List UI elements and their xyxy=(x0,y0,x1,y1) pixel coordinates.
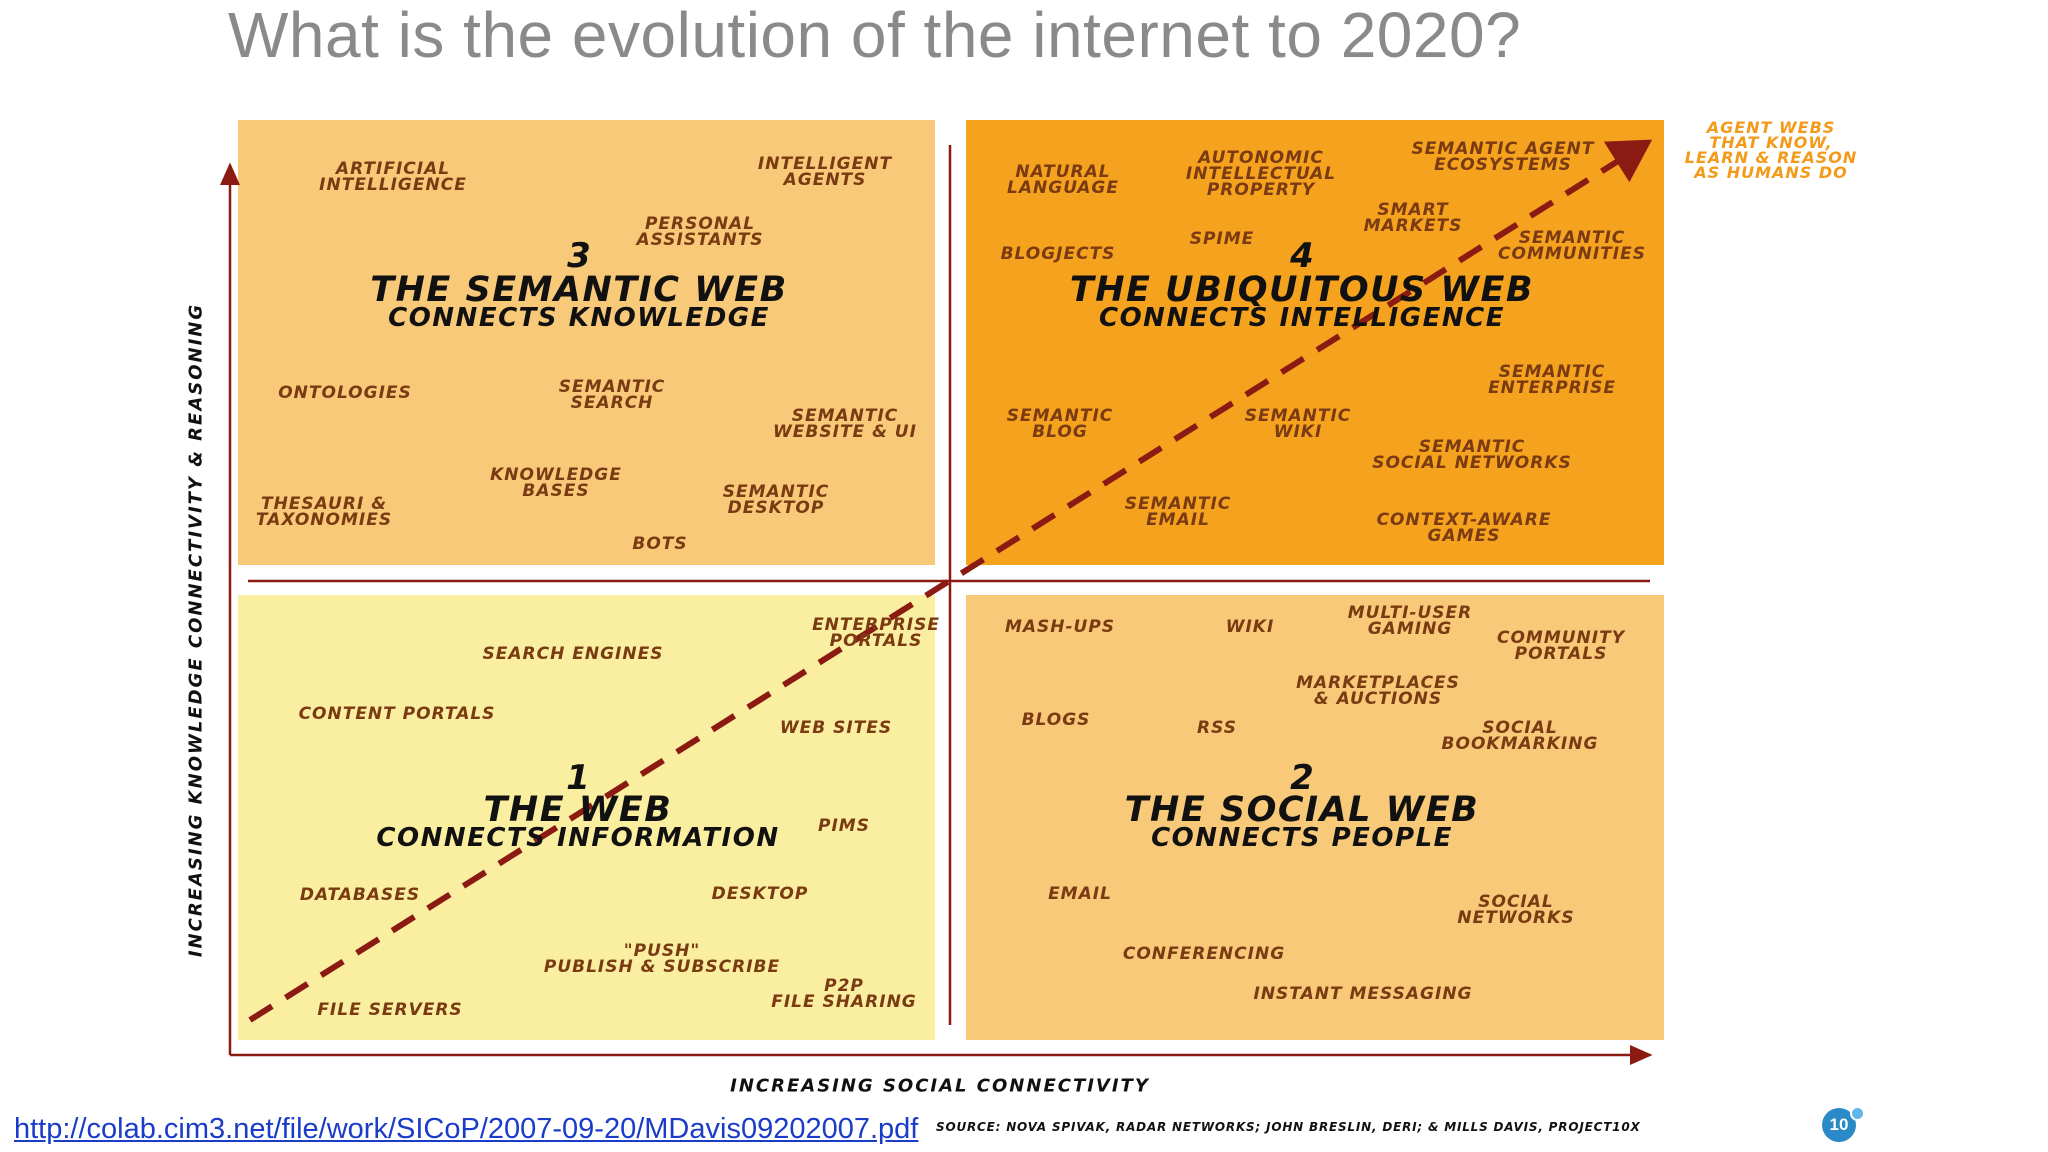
label-semantic-wiki: SEMANTIC WIKI xyxy=(1244,406,1352,442)
label-intelligent-agents: INTELLIGENT AGENTS xyxy=(757,154,893,190)
label-social-bookmarking: SOCIAL BOOKMARKING xyxy=(1441,718,1599,754)
label-blogs: BLOGS xyxy=(1021,710,1091,730)
label-desktop: DESKTOP xyxy=(711,884,809,904)
quadrant-3-subtitle: CONNECTS KNOWLEDGE xyxy=(388,303,770,333)
quadrant-3-title: THE SEMANTIC WEB xyxy=(370,270,788,310)
quadrant-4-title: THE UBIQUITOUS WEB xyxy=(1069,270,1535,310)
label-autonomic-ip: AUTONOMIC INTELLECTUAL PROPERTY xyxy=(1185,148,1337,200)
trend-line xyxy=(248,139,1653,1023)
label-spime: SPIME xyxy=(1189,229,1255,249)
label-ontologies: ONTOLOGIES xyxy=(278,383,412,403)
x-axis-label: INCREASING SOCIAL CONNECTIVITY xyxy=(730,1075,1150,1097)
slide-title: What is the evolution of the internet to… xyxy=(228,0,1522,71)
y-axis-label: INCREASING KNOWLEDGE CONNECTIVITY & REAS… xyxy=(185,302,207,958)
label-enterprise-portals: ENTERPRISE PORTALS xyxy=(812,615,940,651)
quadrant-3-number: 3 xyxy=(567,236,591,276)
label-social-networks: SOCIAL NETWORKS xyxy=(1457,892,1575,928)
label-blogjects: BLOGJECTS xyxy=(1000,244,1116,264)
label-semantic-agent-ecosystems: SEMANTIC AGENT ECOSYSTEMS xyxy=(1411,139,1595,175)
label-natural-language: NATURAL LANGUAGE xyxy=(1007,162,1119,198)
label-content-portals: CONTENT PORTALS xyxy=(298,704,496,724)
quadrant-semantic-web xyxy=(238,120,935,565)
label-smart-markets: SMART MARKETS xyxy=(1363,200,1463,236)
label-rss: RSS xyxy=(1197,718,1237,738)
quadrant-2-title: THE SOCIAL WEB xyxy=(1124,790,1480,830)
label-databases: DATABASES xyxy=(299,885,421,905)
label-personal-assistants: PERSONAL ASSISTANTS xyxy=(636,214,764,250)
label-conferencing: CONFERENCING xyxy=(1122,944,1286,964)
label-p2p-file-sharing: P2P FILE SHARING xyxy=(771,976,917,1012)
label-knowledge-bases: KNOWLEDGE BASES xyxy=(490,465,622,501)
label-web-sites: WEB SITES xyxy=(779,718,893,738)
label-pims: PIMS xyxy=(818,816,870,836)
quadrant-1-subtitle: CONNECTS INFORMATION xyxy=(376,823,780,853)
label-mash-ups: MASH-UPS xyxy=(1004,617,1116,637)
label-bots: BOTS xyxy=(632,534,688,554)
label-search-engines: SEARCH ENGINES xyxy=(482,644,664,664)
source-link[interactable]: http://colab.cim3.net/file/work/SICoP/20… xyxy=(14,1113,919,1145)
quadrant-2-number: 2 xyxy=(1290,758,1314,798)
label-semantic-desktop: SEMANTIC DESKTOP xyxy=(722,482,830,518)
label-email: EMAIL xyxy=(1048,884,1112,904)
label-semantic-social-networks: SEMANTIC SOCIAL NETWORKS xyxy=(1372,437,1572,473)
quadrant-social-web xyxy=(966,595,1664,1040)
label-context-aware-games: CONTEXT-AWARE GAMES xyxy=(1376,510,1552,546)
quadrant-ubiquitous-web xyxy=(966,120,1664,565)
label-semantic-communities: SEMANTIC COMMUNITIES xyxy=(1498,228,1646,264)
label-artificial-intelligence: ARTIFICIAL INTELLIGENCE xyxy=(319,159,467,195)
quadrant-2-subtitle: CONNECTS PEOPLE xyxy=(1151,823,1453,853)
quadrant-4-number: 4 xyxy=(1290,236,1314,276)
source-credit: SOURCE: NOVA SPIVAK, RADAR NETWORKS; JOH… xyxy=(936,1120,1641,1134)
label-wiki: WIKI xyxy=(1225,617,1275,637)
label-thesauri-taxonomies: THESAURI & TAXONOMIES xyxy=(255,494,393,530)
quadrant-4-subtitle: CONNECTS INTELLIGENCE xyxy=(1099,303,1505,333)
label-push-publish-subscribe: "PUSH" PUBLISH & SUBSCRIBE xyxy=(543,941,781,977)
label-file-servers: FILE SERVERS xyxy=(317,1000,463,1020)
label-marketplaces-auctions: MARKETPLACES & AUCTIONS xyxy=(1296,673,1460,709)
label-semantic-email: SEMANTIC EMAIL xyxy=(1124,494,1232,530)
label-semantic-enterprise: SEMANTIC ENTERPRISE xyxy=(1488,362,1616,398)
label-community-portals: COMMUNITY PORTALS xyxy=(1496,628,1626,664)
label-semantic-website-ui: SEMANTIC WEBSITE & UI xyxy=(773,406,917,442)
quadrant-the-web xyxy=(238,595,935,1040)
badge-dot-icon xyxy=(1850,1106,1865,1121)
label-multi-user-gaming: MULTI-USER GAMING xyxy=(1347,603,1473,639)
label-semantic-blog: SEMANTIC BLOG xyxy=(1006,406,1114,442)
corner-note: AGENT WEBS THAT KNOW, LEARN & REASON AS … xyxy=(1684,118,1858,182)
label-semantic-search: SEMANTIC SEARCH xyxy=(558,377,666,413)
quadrant-1-title: THE WEB xyxy=(483,790,673,830)
quadrant-1-number: 1 xyxy=(566,758,590,798)
label-instant-messaging: INSTANT MESSAGING xyxy=(1253,984,1473,1004)
